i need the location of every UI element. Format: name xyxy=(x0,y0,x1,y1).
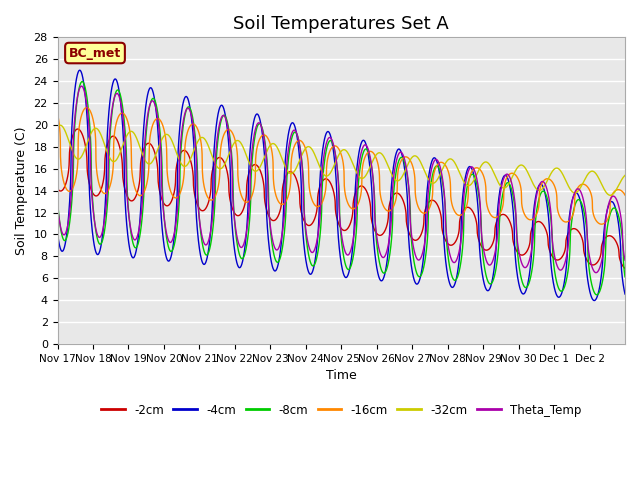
-16cm xyxy=(498,206,506,212)
Title: Soil Temperatures Set A: Soil Temperatures Set A xyxy=(234,15,449,33)
Theta_Temp xyxy=(54,203,61,208)
-4cm xyxy=(490,270,497,276)
Theta_Temp xyxy=(77,83,85,89)
-4cm xyxy=(473,194,481,200)
-16cm xyxy=(598,221,605,227)
-4cm xyxy=(621,291,629,297)
X-axis label: Time: Time xyxy=(326,369,356,382)
-2cm xyxy=(421,209,429,215)
Theta_Temp xyxy=(432,156,440,162)
-4cm xyxy=(421,241,429,247)
-32cm xyxy=(421,168,429,174)
-4cm xyxy=(432,156,440,162)
-32cm xyxy=(607,192,614,198)
-8cm xyxy=(421,259,429,265)
Line: -32cm: -32cm xyxy=(58,125,625,195)
Line: Theta_Temp: Theta_Temp xyxy=(58,86,625,273)
-32cm xyxy=(621,172,629,178)
Theta_Temp xyxy=(498,181,506,187)
-8cm xyxy=(78,79,86,84)
-16cm xyxy=(432,164,440,170)
-32cm xyxy=(54,124,61,130)
-32cm xyxy=(490,169,497,175)
-8cm xyxy=(432,163,440,169)
-2cm xyxy=(490,238,497,244)
Y-axis label: Soil Temperature (C): Soil Temperature (C) xyxy=(15,126,28,255)
-32cm xyxy=(473,171,481,177)
-16cm xyxy=(152,117,159,122)
-2cm xyxy=(54,186,61,192)
-4cm xyxy=(591,298,598,303)
-8cm xyxy=(152,99,159,105)
-4cm xyxy=(54,230,61,236)
-16cm xyxy=(621,192,629,198)
-4cm xyxy=(76,67,84,73)
Line: -16cm: -16cm xyxy=(58,108,625,224)
-2cm xyxy=(498,212,506,217)
-32cm xyxy=(152,153,159,158)
Line: -8cm: -8cm xyxy=(58,82,625,295)
-8cm xyxy=(498,195,506,201)
Theta_Temp xyxy=(473,177,481,183)
-16cm xyxy=(54,111,61,117)
-32cm xyxy=(56,122,64,128)
Theta_Temp xyxy=(621,257,629,263)
-16cm xyxy=(490,215,497,220)
Text: BC_met: BC_met xyxy=(69,47,121,60)
-2cm xyxy=(473,224,481,230)
-8cm xyxy=(473,182,481,188)
-4cm xyxy=(498,178,506,183)
-16cm xyxy=(473,165,481,171)
-2cm xyxy=(621,265,629,271)
Line: -4cm: -4cm xyxy=(58,70,625,300)
-32cm xyxy=(498,184,506,190)
-32cm xyxy=(432,179,440,184)
-8cm xyxy=(54,198,61,204)
Theta_Temp xyxy=(421,240,429,246)
-2cm xyxy=(74,126,81,132)
Line: -2cm: -2cm xyxy=(58,129,625,268)
-4cm xyxy=(152,102,159,108)
-16cm xyxy=(83,105,90,110)
-2cm xyxy=(432,200,440,205)
Theta_Temp xyxy=(490,255,497,261)
-2cm xyxy=(152,152,159,158)
Theta_Temp xyxy=(152,103,159,109)
-8cm xyxy=(593,292,600,298)
-8cm xyxy=(490,276,497,282)
-8cm xyxy=(621,274,629,280)
Legend: -2cm, -4cm, -8cm, -16cm, -32cm, Theta_Temp: -2cm, -4cm, -8cm, -16cm, -32cm, Theta_Te… xyxy=(97,399,586,421)
-16cm xyxy=(421,210,429,216)
Theta_Temp xyxy=(592,270,600,276)
